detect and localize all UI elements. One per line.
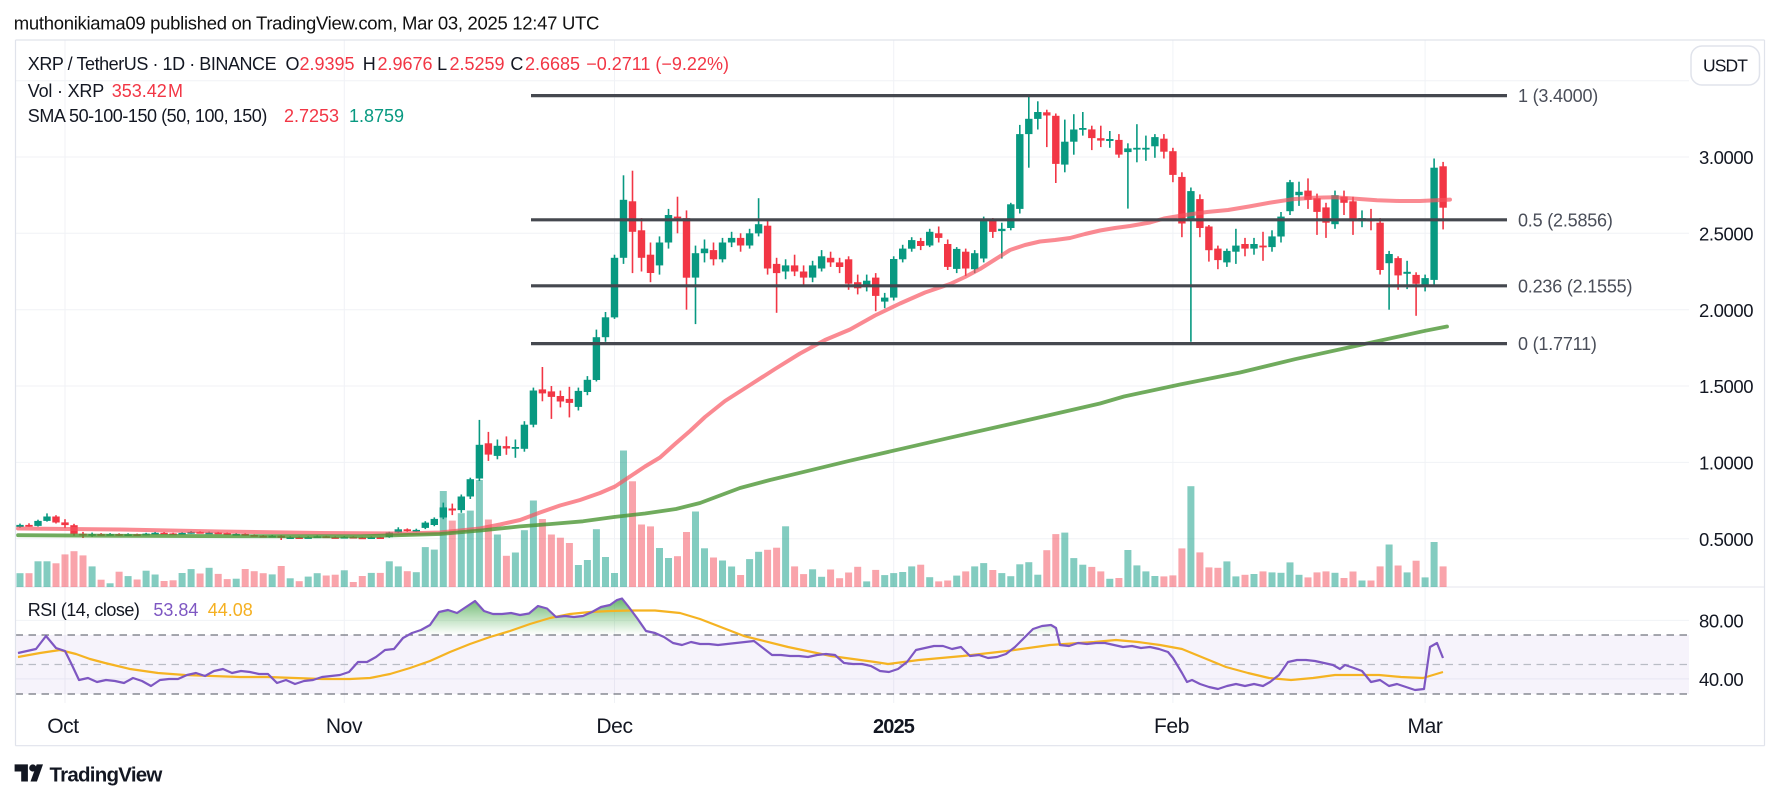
svg-text:Oct: Oct xyxy=(47,715,79,738)
svg-text:3.0000: 3.0000 xyxy=(1699,147,1753,168)
svg-text:2025: 2025 xyxy=(873,716,915,738)
svg-text:Nov: Nov xyxy=(326,715,363,738)
svg-text:TradingView: TradingView xyxy=(50,764,163,787)
svg-text:2.5000: 2.5000 xyxy=(1699,224,1753,245)
svg-text:1.0000: 1.0000 xyxy=(1699,453,1753,474)
svg-text:SMA 50-100-150 (50, 100, 150)2: SMA 50-100-150 (50, 100, 150) 2.7253 1.875… xyxy=(28,106,404,126)
svg-text:0.5000: 0.5000 xyxy=(1699,529,1753,550)
svg-text:1 (3.4000): 1 (3.4000) xyxy=(1518,86,1598,106)
svg-text:Mar: Mar xyxy=(1408,715,1443,738)
svg-text:USDT: USDT xyxy=(1703,56,1748,76)
svg-text:Feb: Feb xyxy=(1154,715,1189,738)
svg-text:0 (1.7711): 0 (1.7711) xyxy=(1518,334,1597,354)
svg-text:Dec: Dec xyxy=(596,715,632,738)
svg-text:0.236 (2.1555): 0.236 (2.1555) xyxy=(1518,276,1632,296)
svg-text:1.5000: 1.5000 xyxy=(1699,376,1753,397)
svg-text:0.5 (2.5856): 0.5 (2.5856) xyxy=(1518,210,1613,230)
svg-text:40.00: 40.00 xyxy=(1699,669,1743,690)
svg-text:80.00: 80.00 xyxy=(1699,611,1743,632)
svg-text:2.0000: 2.0000 xyxy=(1699,300,1753,321)
svg-text:muthonikiama09 published on Tr: muthonikiama09 published on TradingView.… xyxy=(14,13,599,34)
